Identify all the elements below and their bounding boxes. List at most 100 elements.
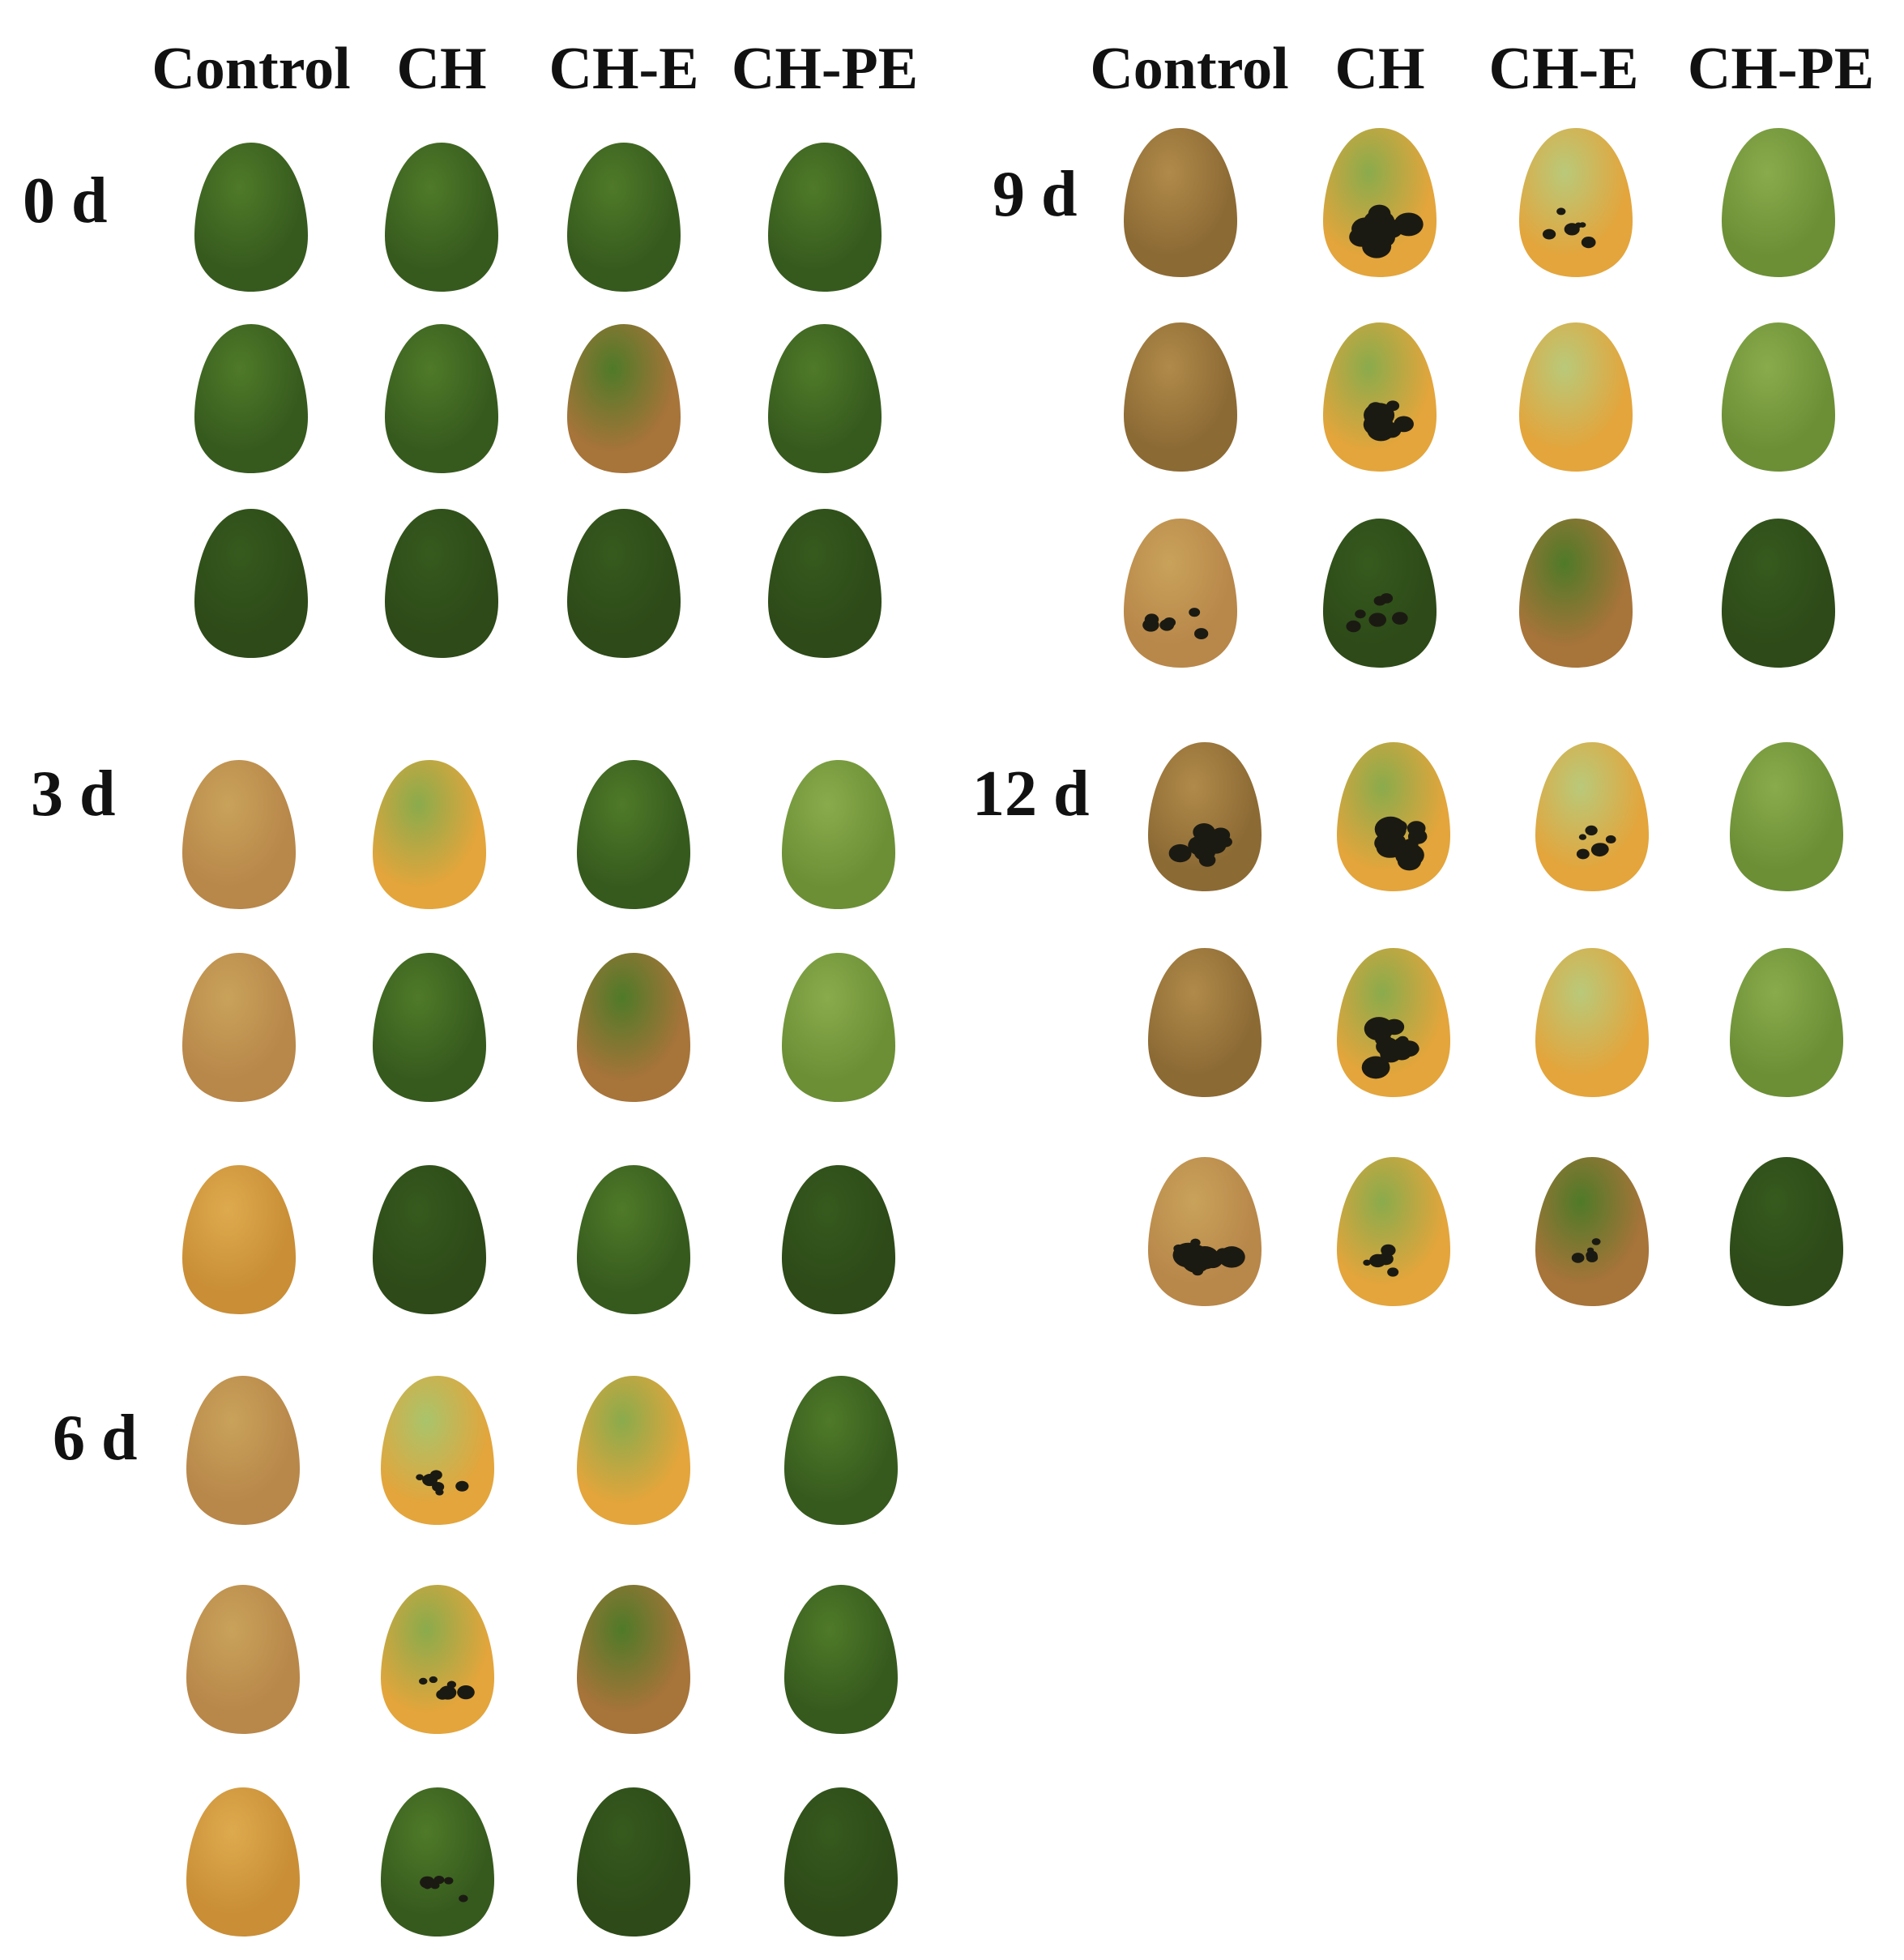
mango-body [385, 143, 498, 292]
lesion-spot [1193, 822, 1215, 841]
lesion-spot [419, 1677, 428, 1685]
lesion-spot [1590, 843, 1608, 857]
lesion-spot [1387, 1267, 1399, 1277]
mango-body [182, 760, 296, 909]
mango-9d-control-3 [1124, 519, 1237, 668]
mango-body [186, 1585, 300, 1734]
mango-6d-control-1 [186, 1376, 300, 1525]
mango-3d-control-2 [182, 953, 296, 1102]
mango-6d-ch-3 [381, 1787, 494, 1937]
mango-body [186, 1376, 300, 1525]
mango-6d-ch-pe-2 [784, 1585, 898, 1734]
mango-9d-control-1 [1124, 128, 1237, 277]
mango-body [1535, 742, 1649, 891]
lesion-spot [1168, 843, 1192, 863]
lesion-spot [433, 1875, 445, 1885]
day-label-6d: 6 d [53, 1403, 138, 1474]
mango-body [784, 1585, 898, 1734]
lesion-spot [1361, 1056, 1390, 1079]
lesion-spot [1194, 628, 1209, 639]
mango-12d-ch-1 [1337, 742, 1450, 891]
mango-0d-ch-2 [385, 324, 498, 473]
day-label-12d: 12 d [972, 758, 1090, 830]
mango-12d-ch-2 [1337, 948, 1450, 1097]
mango-body [567, 509, 681, 658]
lesion-spot [429, 1676, 438, 1684]
mango-body [784, 1787, 898, 1937]
header-chpe-left: CH-PE [731, 36, 919, 102]
lesion-spot [1193, 843, 1216, 861]
lesion-spot [1182, 1249, 1210, 1273]
lesion-spot [1392, 612, 1408, 625]
header-chpe-right: CH-PE [1687, 36, 1875, 102]
lesion-spot [1392, 1044, 1412, 1061]
lesion-spot [1368, 414, 1392, 433]
mango-body [1148, 742, 1262, 891]
lesion-spot [1586, 1253, 1599, 1262]
lesion-spot [446, 1680, 457, 1689]
lesion-spot [1586, 1247, 1594, 1253]
lesion-spot [1375, 1254, 1385, 1262]
mango-0d-ch-e-3 [567, 509, 681, 658]
mango-0d-ch-pe-2 [768, 324, 882, 473]
mango-body [373, 953, 486, 1102]
mango-9d-ch-e-1 [1519, 128, 1633, 277]
header-control-right: Control [1090, 36, 1289, 102]
header-che-right: CH-E [1488, 36, 1639, 102]
mango-body [577, 1787, 690, 1937]
mango-body [782, 953, 895, 1102]
mango-body [782, 1165, 895, 1314]
mango-body [381, 1585, 494, 1734]
mango-body [1148, 1157, 1262, 1306]
lesion-spot [1574, 222, 1582, 228]
mango-0d-control-1 [194, 143, 308, 292]
mango-3d-ch-1 [373, 760, 486, 909]
mango-body [1722, 128, 1835, 277]
mango-6d-ch-1 [381, 1376, 494, 1525]
mango-12d-ch-pe-3 [1730, 1157, 1843, 1306]
lesion-spot [1407, 829, 1428, 844]
mango-3d-ch-e-2 [577, 953, 690, 1102]
mango-body [381, 1787, 494, 1937]
lesion-spot [1355, 609, 1366, 619]
mango-body [1722, 322, 1835, 472]
mango-3d-ch-pe-2 [782, 953, 895, 1102]
mango-body [1722, 519, 1835, 668]
mango-body [567, 143, 681, 292]
mango-body [381, 1376, 494, 1525]
mango-6d-ch-e-3 [577, 1787, 690, 1937]
lesion-spot [1391, 820, 1407, 834]
lesion-spot [1346, 620, 1361, 633]
lesion-spot [1571, 1253, 1585, 1263]
lesion-spot [1605, 835, 1616, 844]
mango-body [784, 1376, 898, 1525]
mango-3d-control-1 [182, 760, 296, 909]
mango-9d-ch-2 [1323, 322, 1437, 472]
mango-9d-ch-pe-2 [1722, 322, 1835, 472]
mango-body [1124, 519, 1237, 668]
mango-body [577, 1165, 690, 1314]
mango-body [577, 1585, 690, 1734]
mango-0d-control-2 [194, 324, 308, 473]
mango-6d-ch-2 [381, 1585, 494, 1734]
mango-12d-control-3 [1148, 1157, 1262, 1306]
lesion-spot [1159, 619, 1175, 631]
mango-body [1124, 322, 1237, 472]
lesion-spot [1581, 237, 1596, 249]
mango-body [194, 143, 308, 292]
lesion-spot [1576, 848, 1590, 860]
mango-body [768, 324, 882, 473]
mango-body [1124, 128, 1237, 277]
mango-3d-ch-3 [373, 1165, 486, 1314]
mango-12d-ch-pe-1 [1730, 742, 1843, 891]
lesion-spot [459, 1894, 468, 1902]
mango-0d-ch-e-2 [567, 324, 681, 473]
day-label-0d: 0 d [23, 165, 108, 237]
mango-body [194, 324, 308, 473]
mango-12d-ch-3 [1337, 1157, 1450, 1306]
lesion-spot [1360, 216, 1394, 243]
mango-body [1519, 128, 1633, 277]
lesion-spot [1368, 402, 1384, 415]
mango-body [1535, 1157, 1649, 1306]
mango-0d-control-3 [194, 509, 308, 658]
